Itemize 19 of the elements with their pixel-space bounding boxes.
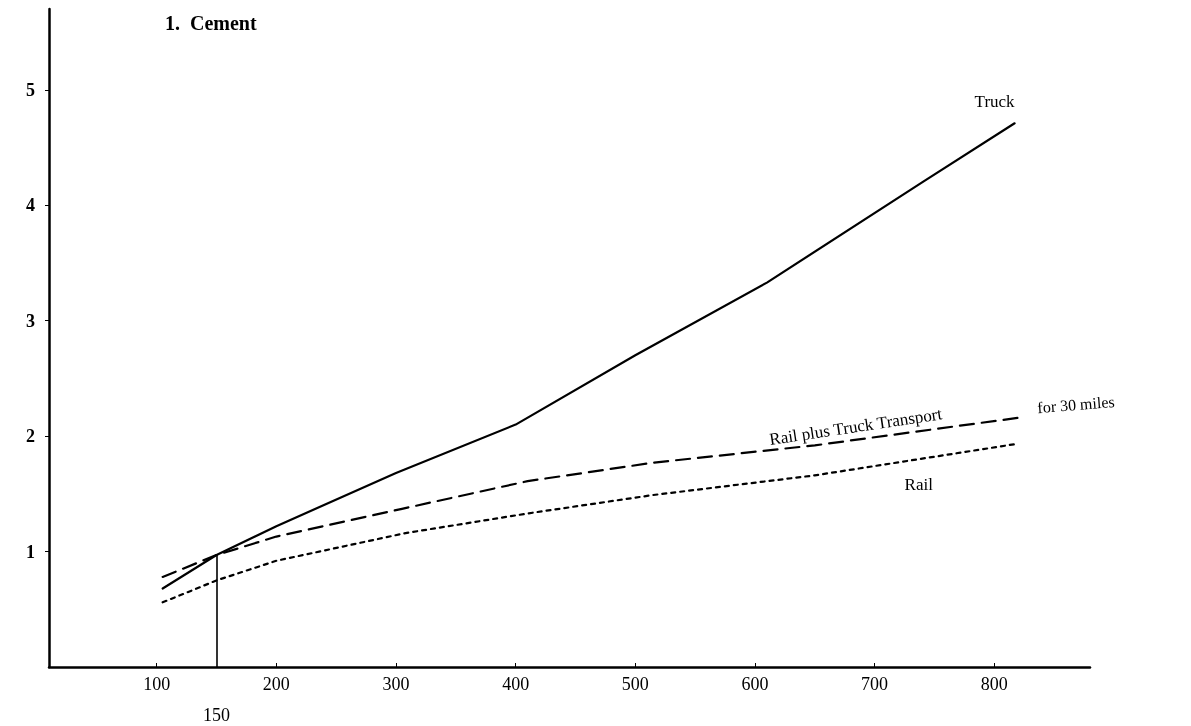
x-tick-label: 600 [741, 674, 769, 694]
y-tick-label: 4 [26, 195, 35, 216]
x-tick-label: 400 [502, 674, 530, 694]
series-label: Truck [974, 91, 1016, 111]
annotation: for 30 miles [1036, 392, 1116, 417]
y-tick-label: 3 [26, 310, 35, 331]
x-tick-label: 800 [980, 674, 1008, 694]
x-tick-label: 700 [861, 674, 889, 694]
y-tick-label: 1 [26, 541, 35, 562]
text: Rail plus Truck Transport [767, 404, 944, 450]
x-tick-label: 500 [621, 674, 649, 694]
y-tick-label: 2 [26, 426, 35, 447]
y-tick-label: 5 [26, 79, 35, 100]
x-tick-label: 200 [262, 674, 290, 694]
ref-line-label: 150 [203, 705, 231, 725]
series-label: Rail [904, 474, 934, 494]
x-tick-label: 100 [143, 674, 171, 694]
x-tick-label: 300 [382, 674, 410, 694]
chart-title: 1. Cement [165, 12, 257, 34]
